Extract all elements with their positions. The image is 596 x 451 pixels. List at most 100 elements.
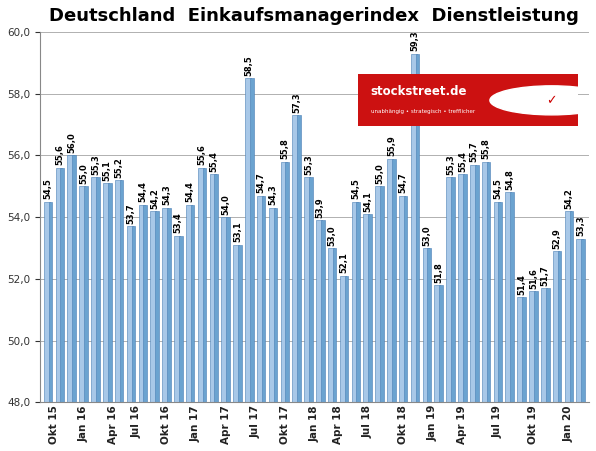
Text: 55,3: 55,3 — [304, 154, 313, 175]
Text: ✓: ✓ — [547, 94, 557, 107]
Text: 53,7: 53,7 — [126, 203, 135, 224]
Bar — [304, 177, 311, 402]
Text: 54,3: 54,3 — [162, 185, 171, 206]
Bar — [470, 165, 476, 402]
Bar — [210, 174, 216, 402]
Bar — [403, 196, 408, 402]
Bar — [274, 208, 277, 402]
Text: 53,3: 53,3 — [576, 216, 585, 236]
Text: 52,9: 52,9 — [552, 228, 561, 249]
Text: 55,1: 55,1 — [103, 160, 112, 181]
Text: 54,2: 54,2 — [564, 188, 573, 208]
Bar — [127, 226, 133, 402]
Bar — [115, 180, 121, 402]
Bar — [558, 251, 561, 402]
Bar — [233, 245, 239, 402]
Text: 54,5: 54,5 — [44, 179, 52, 199]
Bar — [553, 251, 559, 402]
Text: 51,4: 51,4 — [517, 274, 526, 295]
Bar — [297, 115, 301, 402]
Bar — [120, 180, 123, 402]
Text: 54,0: 54,0 — [221, 194, 230, 215]
Bar — [215, 174, 218, 402]
Bar — [281, 161, 287, 402]
Bar — [340, 276, 346, 402]
Text: 55,8: 55,8 — [280, 138, 289, 159]
Bar — [368, 214, 372, 402]
Text: 53,4: 53,4 — [174, 212, 183, 233]
Text: 51,6: 51,6 — [529, 268, 538, 289]
Text: 55,6: 55,6 — [55, 144, 64, 166]
Bar — [138, 205, 144, 402]
Bar — [423, 248, 429, 402]
Bar — [529, 291, 535, 402]
Text: 52,1: 52,1 — [340, 253, 349, 273]
Text: 54,4: 54,4 — [185, 181, 195, 202]
Bar — [522, 297, 526, 402]
Bar — [96, 177, 100, 402]
Bar — [463, 174, 467, 402]
Bar — [434, 285, 440, 402]
Bar — [482, 161, 488, 402]
Bar — [570, 211, 573, 402]
Text: unabhängig • strategisch • trefflicher: unabhängig • strategisch • trefflicher — [371, 109, 475, 114]
Text: 54,5: 54,5 — [493, 179, 502, 199]
Bar — [541, 288, 547, 402]
Bar — [250, 78, 253, 402]
Bar — [191, 205, 194, 402]
Bar — [487, 161, 491, 402]
Text: 53,0: 53,0 — [328, 225, 337, 245]
Text: 55,6: 55,6 — [197, 144, 206, 166]
Text: 54,4: 54,4 — [138, 181, 147, 202]
Bar — [293, 115, 299, 402]
Text: 51,8: 51,8 — [434, 262, 443, 283]
Bar — [344, 276, 348, 402]
Bar — [446, 177, 452, 402]
Bar — [91, 177, 97, 402]
Text: 54,3: 54,3 — [268, 185, 278, 206]
Text: 51,7: 51,7 — [541, 265, 550, 285]
Bar — [581, 239, 585, 402]
Text: 55,2: 55,2 — [114, 157, 123, 178]
Bar — [221, 217, 228, 402]
Text: 54,1: 54,1 — [363, 191, 372, 212]
Bar — [399, 196, 405, 402]
Bar — [179, 236, 182, 402]
Bar — [451, 177, 455, 402]
Text: 55,7: 55,7 — [470, 142, 479, 162]
Bar — [67, 156, 73, 402]
Bar — [510, 193, 514, 402]
Text: 55,0: 55,0 — [79, 163, 88, 184]
Bar — [155, 211, 159, 402]
Bar — [79, 186, 85, 402]
Bar — [505, 193, 511, 402]
Bar — [285, 161, 289, 402]
Text: 53,9: 53,9 — [316, 197, 325, 218]
Text: 58,5: 58,5 — [245, 55, 254, 76]
Text: 57,3: 57,3 — [292, 92, 301, 113]
Bar — [257, 196, 263, 402]
Bar — [356, 202, 360, 402]
Bar — [186, 205, 192, 402]
Bar — [321, 220, 325, 402]
Bar — [411, 54, 417, 402]
Bar — [132, 226, 135, 402]
Bar — [245, 78, 251, 402]
Bar — [427, 248, 431, 402]
Bar — [387, 159, 393, 402]
Bar — [328, 248, 334, 402]
Bar — [108, 183, 111, 402]
Text: 55,3: 55,3 — [91, 154, 100, 175]
Text: 55,9: 55,9 — [387, 135, 396, 156]
Bar — [167, 208, 170, 402]
Bar — [439, 285, 443, 402]
Bar — [415, 54, 420, 402]
Text: 54,7: 54,7 — [257, 172, 266, 193]
Text: 54,7: 54,7 — [399, 172, 408, 193]
Bar — [380, 186, 384, 402]
Bar — [364, 214, 370, 402]
Bar — [226, 217, 230, 402]
Text: 54,2: 54,2 — [150, 188, 159, 208]
Bar — [49, 202, 52, 402]
Bar — [576, 239, 582, 402]
